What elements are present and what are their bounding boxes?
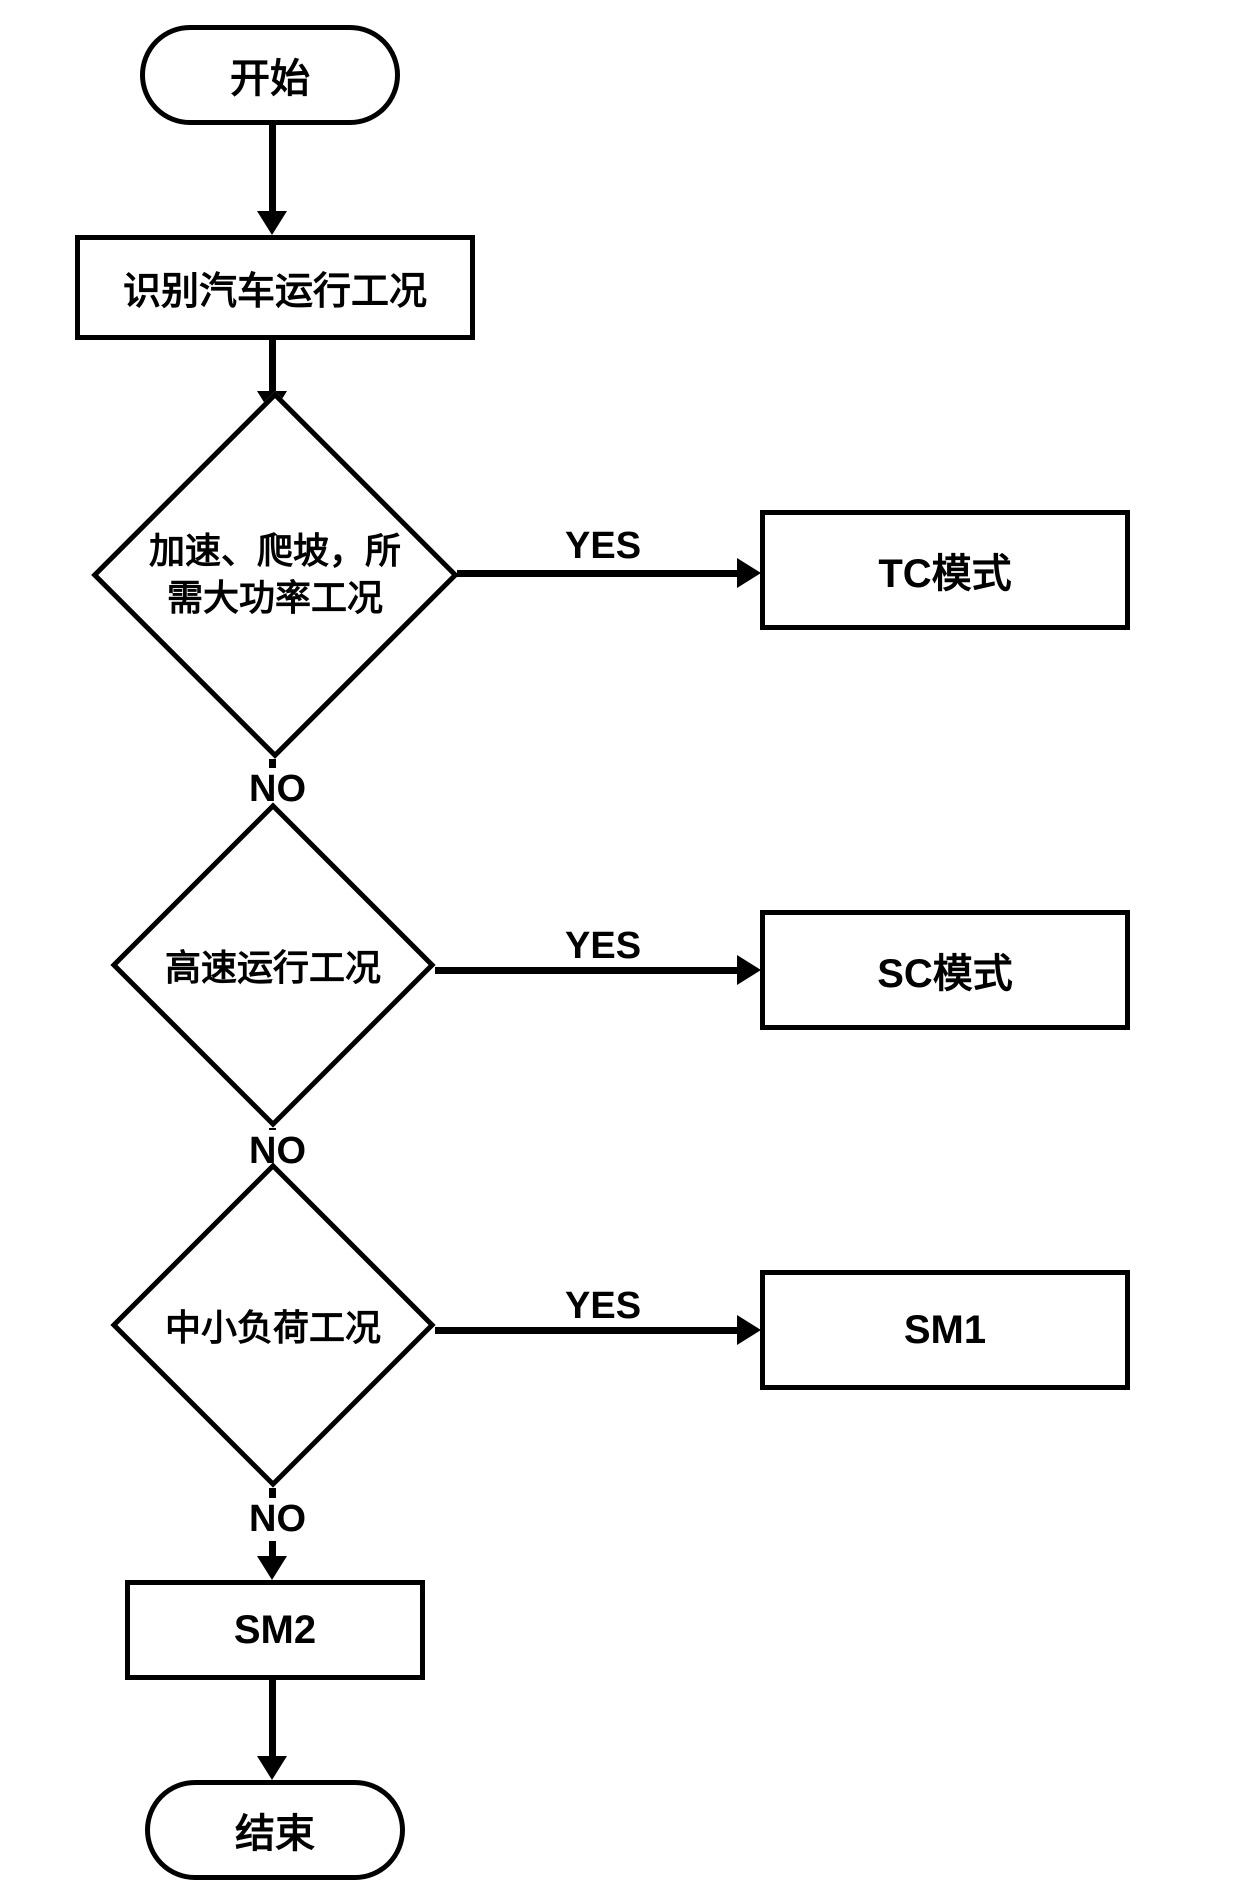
decision1-node: 加速、爬坡，所 需大功率工况	[145, 445, 405, 705]
decision3-text: 中小负荷工况	[112, 1299, 434, 1351]
tc-mode-node: TC模式	[760, 510, 1130, 630]
arrow-1	[269, 125, 276, 211]
yes1-label: YES	[565, 525, 641, 568]
arrow-yes2	[435, 967, 737, 974]
sm2-node: SM2	[125, 1580, 425, 1680]
arrow-6	[269, 1680, 276, 1756]
tc-mode-label: TC模式	[878, 541, 1011, 599]
end-node: 结束	[145, 1780, 405, 1880]
arrow-yes3-head	[737, 1315, 761, 1345]
decision1-line2: 需大功率工况	[167, 577, 383, 618]
yes2-label: YES	[565, 925, 641, 968]
arrow-yes2-head	[737, 955, 761, 985]
sm1-node: SM1	[760, 1270, 1130, 1390]
arrow-yes1-head	[737, 558, 761, 588]
arrow-yes3	[435, 1327, 737, 1334]
identify-label: 识别汽车运行工况	[123, 260, 427, 315]
start-node: 开始	[140, 25, 400, 125]
start-label: 开始	[230, 46, 310, 104]
arrow-yes1	[457, 570, 737, 577]
decision3-node: 中小负荷工况	[158, 1210, 388, 1440]
decision1-line1: 加速、爬坡，所	[149, 530, 401, 571]
decision2-text: 高速运行工况	[112, 939, 434, 991]
sc-mode-label: SC模式	[877, 941, 1013, 999]
identify-node: 识别汽车运行工况	[75, 235, 475, 340]
decision1-text: 加速、爬坡，所 需大功率工况	[93, 528, 457, 622]
no3-label: NO	[245, 1498, 310, 1541]
arrow-6-head	[257, 1756, 287, 1780]
arrow-no3-head	[257, 1556, 287, 1580]
decision2-node: 高速运行工况	[158, 850, 388, 1080]
arrow-2	[269, 340, 276, 391]
no1-label: NO	[245, 768, 310, 811]
sc-mode-node: SC模式	[760, 910, 1130, 1030]
arrow-1-head	[257, 211, 287, 235]
sm1-label: SM1	[904, 1308, 986, 1353]
sm2-label: SM2	[234, 1608, 316, 1653]
yes3-label: YES	[565, 1285, 641, 1328]
end-label: 结束	[235, 1801, 315, 1859]
